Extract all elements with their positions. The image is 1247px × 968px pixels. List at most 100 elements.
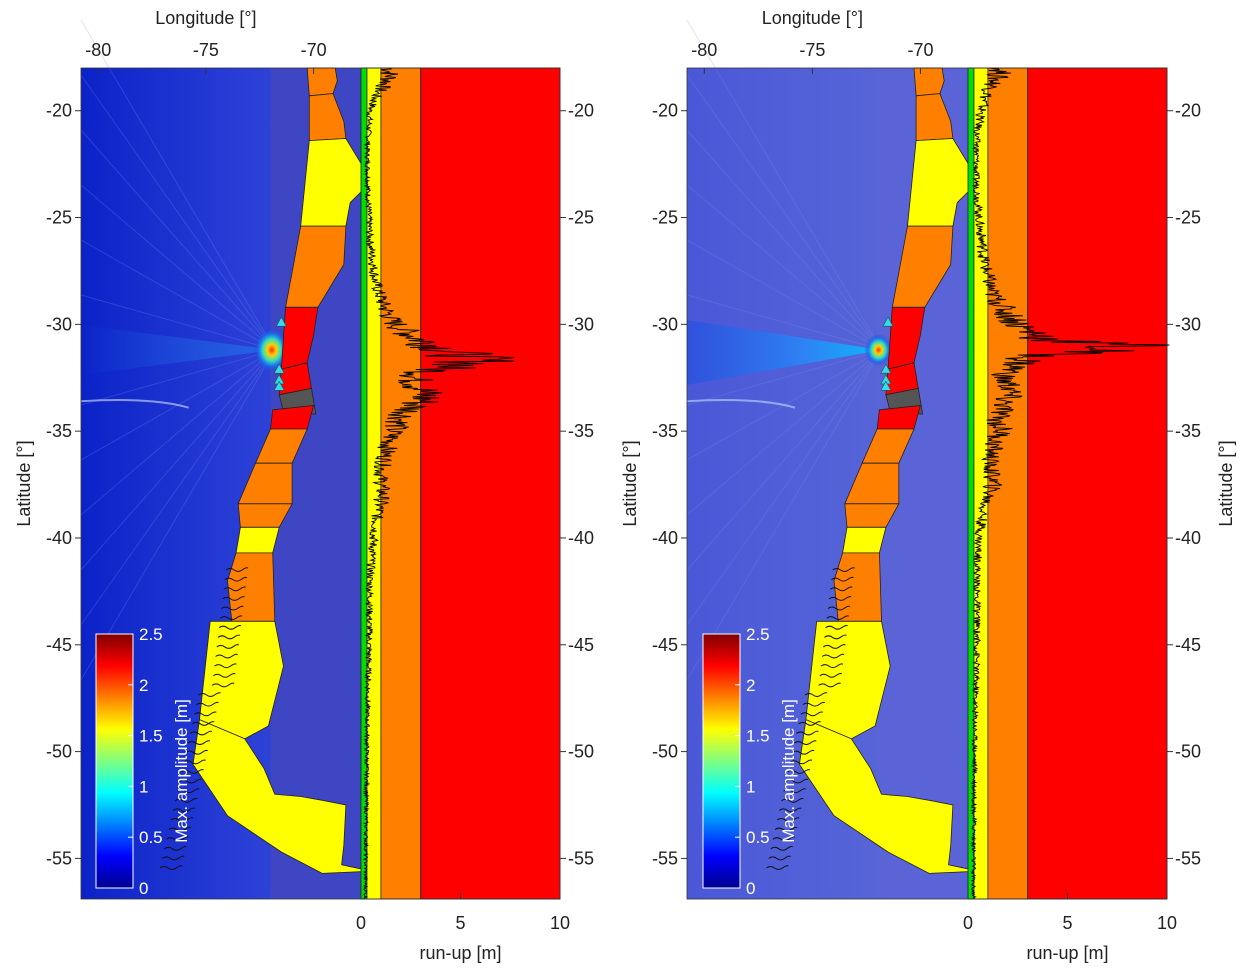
latitude-tick-label-right: -40 <box>1175 528 1201 548</box>
latitude-tick-label-left: -45 <box>652 635 678 655</box>
colorbar-tick-label: 1 <box>746 777 755 796</box>
latitude-axis-label: Latitude [°] <box>14 440 34 526</box>
fjord-mark <box>225 567 249 573</box>
runup-tick-label: 10 <box>550 913 570 933</box>
wave-ray <box>80 349 276 626</box>
longitude-tick-label: -75 <box>193 40 219 60</box>
fjord-mark <box>159 865 183 871</box>
wave-ray <box>686 19 882 351</box>
hazard-band <box>420 67 561 900</box>
source-hotspot <box>864 333 893 366</box>
runup-axis-label: run-up [m] <box>1026 943 1108 963</box>
fjord-mark <box>822 644 846 649</box>
colorbar-tick-label: 2 <box>746 676 755 695</box>
fjord-mark <box>223 586 246 592</box>
latitude-axis-label-right: Latitude [°] <box>1216 440 1236 526</box>
fjord-mark <box>176 788 200 794</box>
wave-ray <box>686 294 882 351</box>
fjord-mark <box>779 807 802 813</box>
fjord-mark <box>821 653 845 659</box>
fjord-mark <box>194 711 217 717</box>
wave-ray <box>686 349 882 406</box>
map-right: 0 0.5 1 1.5 2 2.5 Max. amplitude [m] <box>686 19 979 899</box>
latitude-tick-label-right: -30 <box>568 314 594 334</box>
latitude-tick-label-right: -40 <box>568 528 594 548</box>
fjord-mark <box>185 749 209 755</box>
hazard-band <box>366 67 382 900</box>
region-ohiggins <box>876 405 921 430</box>
station-marker <box>275 316 287 327</box>
fjord-mark <box>189 730 213 736</box>
colorbar-tick-label: 2 <box>139 676 148 695</box>
fjord-mark <box>170 817 194 822</box>
colorbar-tick-label: 0.5 <box>746 828 770 847</box>
wave-ray <box>686 349 882 626</box>
fjord-mark <box>164 846 187 851</box>
hazard-band <box>987 67 1029 900</box>
region-arica <box>913 67 945 97</box>
fjord-mark <box>217 634 241 640</box>
latitude-tick-label-left: -40 <box>652 528 678 548</box>
fjord-mark <box>183 759 206 765</box>
wave-ray <box>686 129 882 351</box>
fjord-mark <box>224 576 248 582</box>
fjord-mark <box>829 586 853 592</box>
fjord-mark <box>798 721 821 726</box>
axes-right: -80 -75 -70 Longitude [°] -20 -25 -30 -35 -40 -45… <box>620 8 1236 963</box>
region-loslagos <box>833 552 882 622</box>
latitude-tick-label-right: -50 <box>568 742 594 762</box>
latitude-tick-label-right: -45 <box>568 635 594 655</box>
fjord-mark <box>789 759 813 765</box>
wave-ray <box>686 239 882 351</box>
latitude-tick-label-left: -50 <box>46 742 72 762</box>
colorbar-label: Max. amplitude [m] <box>172 699 191 843</box>
latitude-tick-label-left: -20 <box>46 101 72 121</box>
colorbar-tick-label: 1.5 <box>139 727 163 746</box>
fjord-mark <box>162 855 185 861</box>
fjord-mark <box>179 778 202 784</box>
colorbar-tick-label: 2.5 <box>139 625 163 644</box>
latitude-tick-label-right: -25 <box>1175 208 1201 228</box>
runup-profile <box>970 67 1170 899</box>
runup-tick-label: 5 <box>455 913 465 933</box>
fjord-mark <box>794 740 817 746</box>
latitude-tick-label-right: -25 <box>568 208 594 228</box>
station-marker <box>273 363 285 374</box>
latitude-tick-label-right: -20 <box>1175 101 1201 121</box>
fjord-mark <box>787 769 811 774</box>
region-atacama <box>891 225 954 308</box>
fjord-mark <box>819 673 843 678</box>
latitude-axis-label: Latitude [°] <box>620 440 640 526</box>
fjord-mark <box>772 836 796 842</box>
fjord-mark <box>187 740 211 746</box>
fjord-mark <box>216 644 239 649</box>
panel-right: 0 0.5 1 1.5 2 2.5 Max. amplitude [m] -80 -75 -70 L… <box>620 8 1236 963</box>
fjord-mark <box>191 721 215 726</box>
fjord-mark <box>222 596 245 601</box>
station-marker <box>880 363 892 374</box>
region-atacama <box>285 225 347 308</box>
fjord-mark <box>826 615 850 621</box>
fjord-mark <box>800 711 823 717</box>
wave-ray <box>80 184 276 351</box>
land-regions <box>798 67 979 874</box>
region-coquimbo <box>280 306 319 370</box>
longitude-tick-label: -70 <box>301 40 327 60</box>
station-marker <box>273 380 285 391</box>
fjord-mark <box>221 605 244 611</box>
fjord-mark <box>828 596 852 601</box>
fjord-mark <box>168 826 191 832</box>
region-magallanes <box>192 719 372 874</box>
latitude-tick-label-right: -55 <box>1175 848 1201 868</box>
runup-left <box>360 67 561 900</box>
fjord-mark <box>796 730 819 736</box>
colorbar-label: Max. amplitude [m] <box>779 699 798 843</box>
fjord-mark <box>785 778 808 784</box>
stations <box>880 316 894 391</box>
runup-tick-label: 0 <box>356 913 366 933</box>
runup-profile <box>362 67 515 899</box>
wave-ray <box>80 294 275 351</box>
wave-ray <box>80 349 276 571</box>
fjord-mark <box>774 826 798 832</box>
